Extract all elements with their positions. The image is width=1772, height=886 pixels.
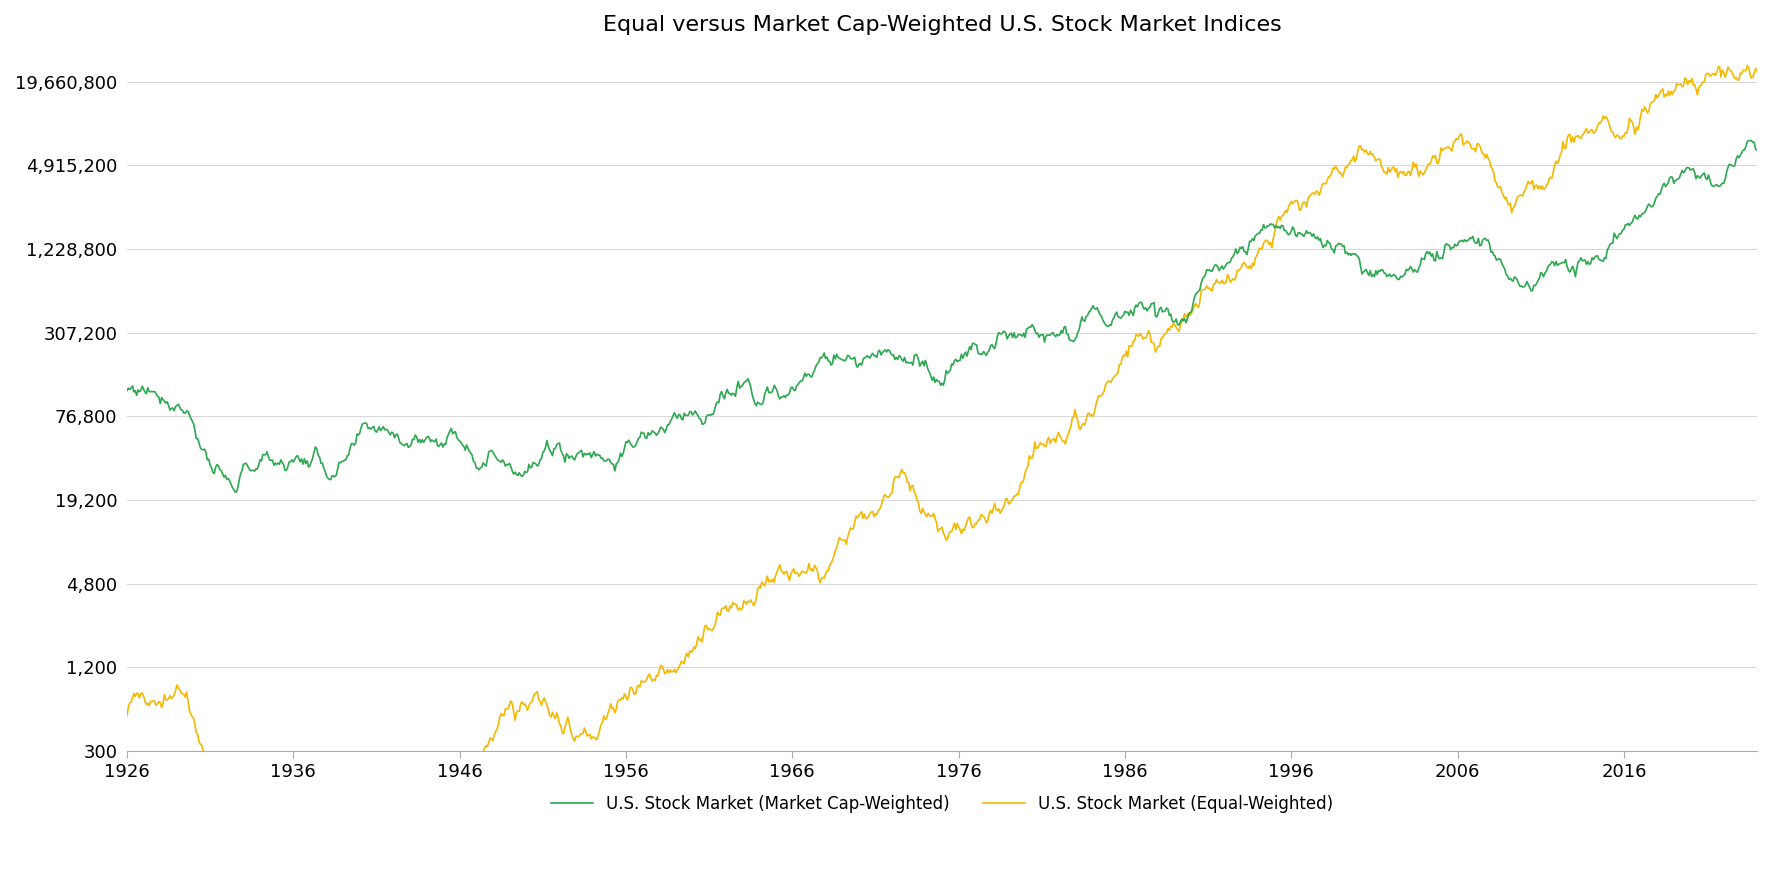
U.S. Stock Market (Market Cap-Weighted) bbox=[1396, 265, 1418, 276]
U.S. Stock Market (Market Cap-Weighted) bbox=[1072, 312, 1093, 323]
U.S. Stock Market (Market Cap-Weighted) bbox=[856, 350, 877, 361]
Title: Equal versus Market Cap-Weighted U.S. Stock Market Indices: Equal versus Market Cap-Weighted U.S. St… bbox=[602, 15, 1281, 35]
U.S. Stock Market (Equal-Weighted) bbox=[902, 480, 923, 491]
U.S. Stock Market (Market Cap-Weighted) bbox=[902, 360, 923, 370]
U.S. Stock Market (Equal-Weighted) bbox=[1747, 73, 1768, 83]
U.S. Stock Market (Market Cap-Weighted) bbox=[1740, 136, 1761, 146]
Legend: U.S. Stock Market (Market Cap-Weighted), U.S. Stock Market (Equal-Weighted): U.S. Stock Market (Market Cap-Weighted),… bbox=[544, 788, 1340, 820]
U.S. Stock Market (Equal-Weighted) bbox=[1072, 420, 1093, 431]
U.S. Stock Market (Market Cap-Weighted) bbox=[225, 486, 246, 497]
U.S. Stock Market (Equal-Weighted) bbox=[1737, 60, 1758, 71]
U.S. Stock Market (Equal-Weighted) bbox=[856, 513, 877, 524]
U.S. Stock Market (Equal-Weighted) bbox=[117, 711, 138, 721]
U.S. Stock Market (Equal-Weighted) bbox=[225, 817, 246, 828]
U.S. Stock Market (Equal-Weighted) bbox=[512, 696, 533, 707]
Line: U.S. Stock Market (Market Cap-Weighted): U.S. Stock Market (Market Cap-Weighted) bbox=[128, 141, 1758, 492]
Line: U.S. Stock Market (Equal-Weighted): U.S. Stock Market (Equal-Weighted) bbox=[128, 66, 1758, 822]
U.S. Stock Market (Market Cap-Weighted) bbox=[117, 385, 138, 396]
U.S. Stock Market (Equal-Weighted) bbox=[1519, 179, 1540, 190]
U.S. Stock Market (Equal-Weighted) bbox=[1396, 167, 1418, 177]
U.S. Stock Market (Market Cap-Weighted) bbox=[512, 471, 533, 482]
U.S. Stock Market (Market Cap-Weighted) bbox=[1747, 143, 1768, 153]
U.S. Stock Market (Market Cap-Weighted) bbox=[1519, 282, 1540, 292]
